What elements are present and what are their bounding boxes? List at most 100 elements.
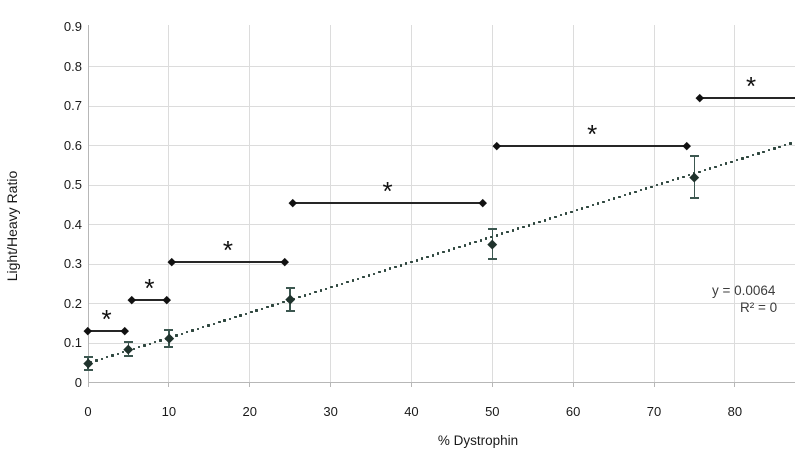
trendline-dot — [479, 239, 482, 242]
x-axis-line — [88, 382, 795, 383]
y-axis-tick-label: 0.3 — [63, 256, 82, 271]
trendline-dot — [378, 270, 381, 274]
x-axis-tick — [249, 383, 251, 387]
error-bar-cap — [83, 369, 93, 372]
trendline-dot — [159, 339, 162, 342]
trendline-dot — [746, 155, 749, 159]
v-gridline — [168, 25, 170, 383]
trendline-dot — [442, 250, 445, 254]
trendline-dot — [196, 327, 200, 330]
trendline-dot — [223, 319, 226, 322]
trendline-dot — [436, 252, 440, 255]
trendline-dot — [645, 187, 648, 190]
v-gridline — [653, 25, 655, 383]
x-axis-tick-label: 60 — [565, 404, 581, 419]
trendline-dot — [122, 350, 125, 354]
trendline-dot — [356, 277, 360, 280]
trendline-dot — [276, 302, 280, 305]
x-axis-tick — [653, 383, 655, 387]
trendline-dot — [239, 314, 242, 317]
trendline-dot — [511, 229, 515, 232]
trendline-dot — [655, 184, 659, 187]
x-axis-tick — [734, 383, 736, 387]
trendline-dot — [468, 242, 472, 245]
trendline-dot — [180, 332, 184, 335]
significance-bracket-line — [88, 330, 126, 333]
trendline-dot — [634, 190, 637, 194]
trendline-dot — [484, 237, 488, 240]
y-axis-tick-label: 0.4 — [63, 216, 82, 232]
trendline-dot — [773, 147, 776, 150]
trendline-dot — [388, 267, 392, 270]
error-bar-cap — [164, 328, 174, 331]
trendline-dot — [575, 209, 579, 212]
trendline-dot — [762, 150, 765, 154]
trendline-dot — [767, 149, 771, 152]
trendline-dot — [351, 279, 354, 282]
bracket-endpoint — [84, 327, 92, 336]
trendline-dot — [463, 244, 466, 247]
x-axis-title: % Dystrophin — [437, 433, 519, 448]
data-point-marker — [487, 239, 497, 249]
significance-asterisk: * — [144, 272, 155, 303]
trendline-dot — [367, 274, 370, 277]
h-gridline — [88, 105, 795, 107]
trendline-dot — [474, 240, 477, 244]
x-axis-tick — [491, 383, 493, 387]
y-axis-tick-label: 0.5 — [63, 177, 82, 192]
trendline-dot — [741, 157, 744, 160]
bracket-endpoint — [478, 198, 487, 207]
trendline-dot — [132, 347, 136, 350]
error-bar-cap — [164, 345, 174, 348]
x-axis-tick-label: 10 — [161, 404, 177, 419]
x-axis-tick — [410, 383, 412, 387]
trendline-dot — [420, 257, 424, 260]
trendline-dot — [597, 202, 600, 205]
error-bar-cap — [83, 355, 93, 358]
trendline-dot — [228, 317, 232, 320]
x-axis-tick — [87, 383, 89, 387]
significance-asterisk: * — [222, 235, 233, 266]
significance-bracket-line — [497, 144, 688, 147]
trendline-dot — [186, 330, 189, 334]
x-axis-tick-label: 20 — [242, 404, 257, 419]
trendline-dot — [324, 287, 328, 290]
trendline-dot — [106, 355, 109, 359]
v-gridline — [734, 25, 736, 383]
trendline-dot — [500, 232, 504, 235]
trendline-dot — [431, 254, 434, 257]
trendline-dot — [687, 174, 691, 177]
y-axis-tick-label: 0.7 — [63, 98, 82, 113]
significance-asterisk: * — [101, 304, 112, 335]
trendline-dot — [314, 290, 317, 294]
error-bar-cap — [285, 310, 295, 313]
y-axis-tick-label: 0.9 — [63, 19, 82, 34]
trendline-dot — [207, 324, 210, 327]
trendline-dot — [586, 205, 589, 209]
trendline-dot — [426, 255, 429, 259]
trendline-r-squared-line: R² = 0 — [740, 300, 778, 315]
x-axis-tick — [572, 383, 574, 387]
data-point-marker — [123, 344, 134, 354]
error-bar-cap — [285, 286, 295, 289]
trendline-dot — [516, 227, 520, 230]
x-axis-tick-label: 80 — [727, 404, 743, 419]
significance-asterisk: * — [382, 175, 393, 206]
trendline-dot — [340, 282, 344, 285]
bracket-endpoint — [683, 141, 692, 150]
trendline-dot — [154, 340, 157, 344]
y-axis-tick-label: 0.8 — [63, 58, 82, 74]
trendline-dot — [111, 354, 114, 357]
trendline-dot — [751, 154, 755, 157]
trendline-dot — [458, 245, 461, 249]
trendline-dot — [543, 219, 547, 222]
x-axis-tick — [330, 383, 332, 387]
v-gridline — [249, 25, 251, 383]
error-bar-cap — [123, 354, 133, 357]
trendline-dot — [639, 189, 643, 192]
h-gridline — [88, 342, 795, 344]
trendline-dot — [218, 320, 221, 324]
trendline-dot — [666, 180, 669, 184]
data-point-marker — [689, 172, 700, 182]
